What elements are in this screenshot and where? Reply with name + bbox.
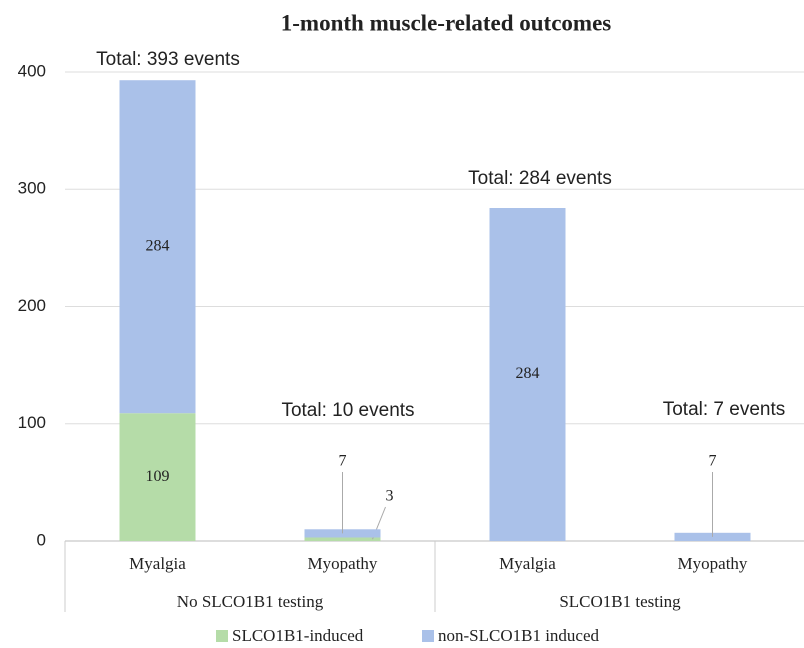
data-label: 7	[339, 453, 347, 470]
bar-segment	[304, 537, 381, 541]
x-tick-label: Myalgia	[499, 554, 556, 573]
total-annotation: Total: 284 events	[468, 168, 612, 189]
group-label: SLCO1B1 testing	[559, 592, 681, 611]
y-tick-label: 100	[18, 413, 46, 432]
chart-title: 1-month muscle-related outcomes	[281, 10, 612, 35]
bar-segment	[119, 80, 196, 414]
data-label: 284	[146, 237, 170, 254]
y-tick-label: 0	[37, 530, 46, 549]
bar-segment	[489, 208, 566, 541]
x-tick-label: Myopathy	[678, 554, 748, 573]
x-tick-label: Myalgia	[129, 554, 186, 573]
total-annotation: Total: 393 events	[96, 49, 240, 70]
data-label: 109	[146, 468, 170, 485]
bar-segment	[304, 529, 381, 538]
data-label: 284	[516, 365, 540, 382]
total-annotation: Total: 7 events	[663, 399, 786, 420]
group-label: No SLCO1B1 testing	[177, 592, 324, 611]
x-tick-label: Myopathy	[308, 554, 378, 573]
y-tick-label: 300	[18, 179, 46, 198]
total-annotation: Total: 10 events	[281, 400, 414, 421]
legend-label: non-SLCO1B1 induced	[438, 626, 600, 645]
bar-segment	[119, 413, 196, 541]
legend-swatch	[422, 630, 434, 642]
legend-label: SLCO1B1-induced	[232, 626, 364, 645]
y-tick-label: 400	[18, 61, 46, 80]
data-label: 7	[709, 453, 717, 470]
y-tick-label: 200	[18, 296, 46, 315]
data-label: 3	[386, 488, 394, 505]
legend-swatch	[216, 630, 228, 642]
